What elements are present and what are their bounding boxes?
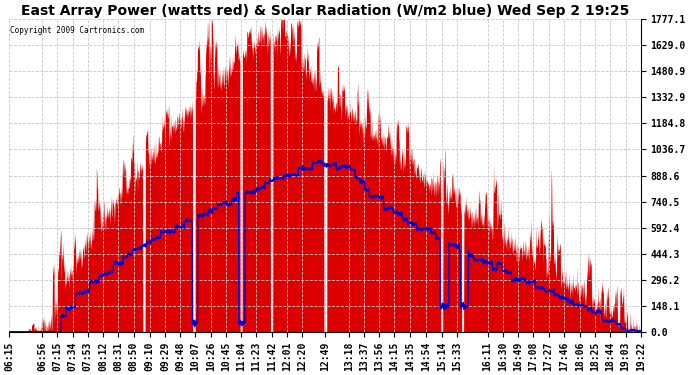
Title: East Array Power (watts red) & Solar Radiation (W/m2 blue) Wed Sep 2 19:25: East Array Power (watts red) & Solar Rad…	[21, 4, 629, 18]
Text: Copyright 2009 Cartronics.com: Copyright 2009 Cartronics.com	[10, 26, 145, 34]
